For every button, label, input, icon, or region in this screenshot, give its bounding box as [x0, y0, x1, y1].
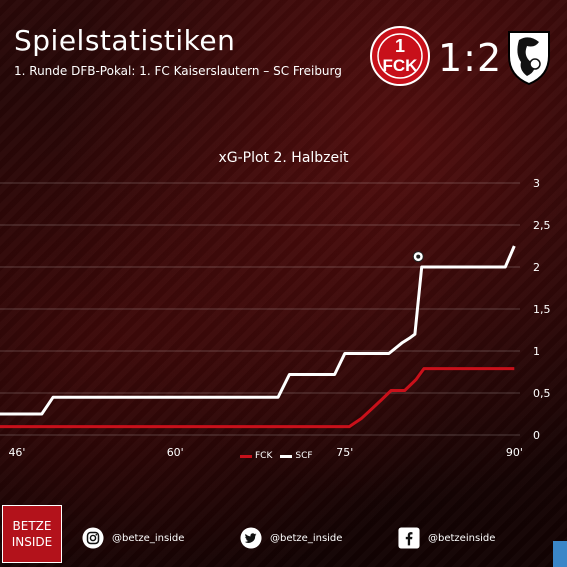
- series-line-scf: [0, 245, 516, 416]
- match-subtitle: 1. Runde DFB-Pokal: 1. FC Kaiserslautern…: [14, 64, 342, 78]
- x-tick-label: 90': [506, 446, 523, 459]
- scf-logo-icon: [508, 31, 550, 86]
- chart-legend: FCK SCF: [240, 451, 313, 461]
- svg-text:1: 1: [395, 36, 405, 56]
- y-tick-label: 1,5: [533, 303, 551, 316]
- twitter-icon: [240, 527, 262, 549]
- legend-swatch-fck: [240, 454, 252, 458]
- legend-label-fck: FCK: [255, 451, 273, 461]
- svg-text:FCK: FCK: [383, 56, 419, 75]
- y-tick-label: 0,5: [533, 387, 551, 400]
- legend-item-fck: FCK: [240, 451, 272, 461]
- twitter-link[interactable]: @betze_inside: [240, 527, 342, 549]
- instagram-icon: [82, 527, 104, 549]
- instagram-handle: @betze_inside: [112, 532, 185, 544]
- goal-ball-icon: [412, 251, 424, 263]
- betze-inside-logo: BETZE INSIDE: [2, 505, 62, 563]
- twitter-handle: @betze_inside: [270, 532, 343, 544]
- x-tick-label: 75': [336, 446, 353, 459]
- facebook-link[interactable]: @betzeinside: [398, 527, 495, 549]
- chart-title: xG-Plot 2. Halbzeit: [218, 150, 349, 166]
- y-tick-label: 2: [533, 261, 540, 274]
- score: 1:2: [438, 36, 503, 80]
- brand-line-2: INSIDE: [11, 535, 53, 549]
- legend-swatch-scf: [280, 454, 293, 458]
- y-tick-label: 1: [533, 345, 540, 358]
- legend-item-scf: SCF: [280, 451, 313, 461]
- y-tick-label: 2,5: [533, 219, 551, 232]
- x-tick-label: 46': [8, 446, 25, 459]
- brand-line-1: BETZE: [12, 519, 52, 533]
- y-tick-label: 3: [533, 177, 540, 190]
- legend-label-scf: SCF: [295, 451, 313, 461]
- series-line-fck: [0, 367, 515, 429]
- y-tick-label: 0: [533, 429, 540, 442]
- x-tick-label: 60': [167, 446, 184, 459]
- facebook-handle: @betzeinside: [428, 532, 496, 544]
- page-title: Spielstatistiken: [14, 24, 236, 57]
- instagram-link[interactable]: @betze_inside: [82, 527, 184, 549]
- facebook-icon: [398, 527, 420, 549]
- fck-logo-icon: 1 FCK: [370, 26, 430, 86]
- corner-badge: [553, 541, 567, 567]
